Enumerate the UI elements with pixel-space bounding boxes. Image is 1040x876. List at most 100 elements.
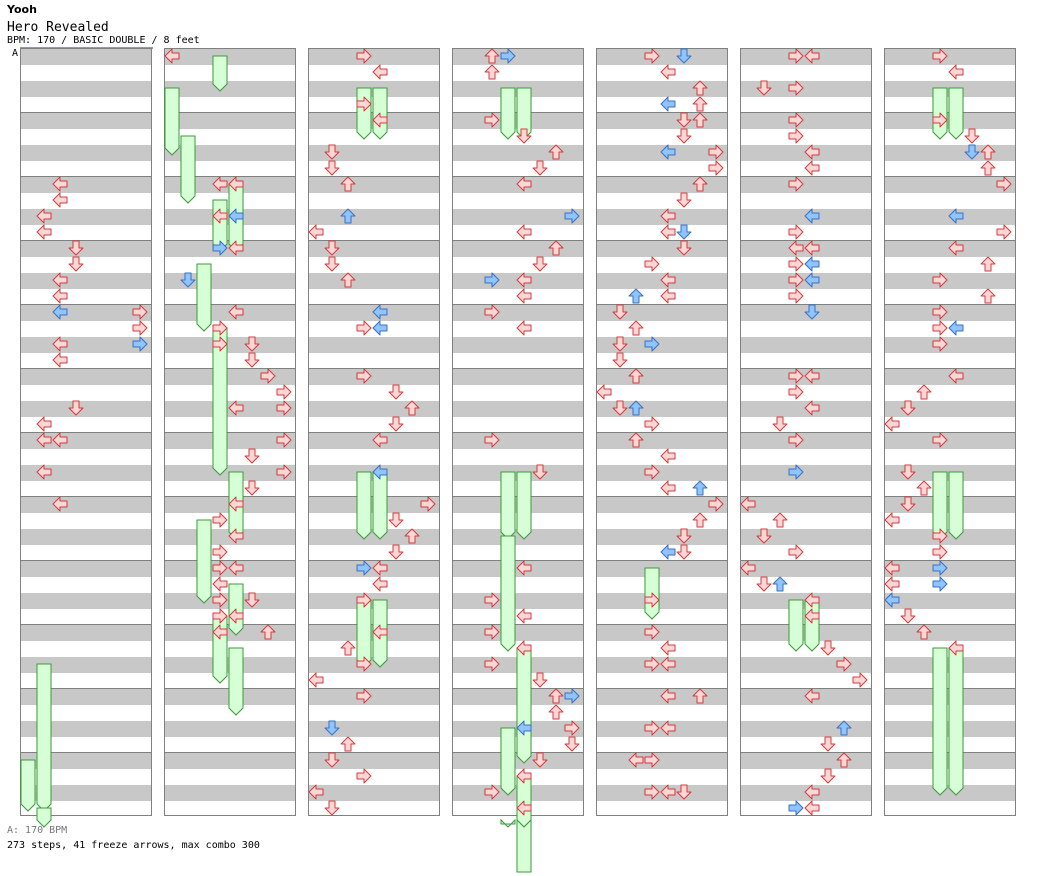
step-arrow [804,272,820,288]
step-arrow [484,656,500,672]
step-arrow [356,368,372,384]
step-arrow [708,160,724,176]
freeze-arrow [516,818,532,873]
step-arrow [676,112,692,128]
step-arrow [644,48,660,64]
step-arrow [916,480,932,496]
measure-line [165,560,295,561]
step-arrow [52,432,68,448]
step-arrow [660,656,676,672]
step-arrow [484,112,500,128]
section-label: A [12,48,19,59]
step-arrow [52,496,68,512]
step-arrow [788,80,804,96]
measure-line [741,176,871,177]
step-arrow [676,128,692,144]
measure-line [21,496,151,497]
step-arrow [212,592,228,608]
freeze-arrow [20,759,36,812]
step-arrow [340,176,356,192]
step-arrow [692,112,708,128]
step-arrow [660,640,676,656]
step-arrow [644,464,660,480]
measure-line [453,240,583,241]
measure-line [21,112,151,113]
measure-line [21,368,151,369]
measure-line [21,688,151,689]
step-arrow [324,160,340,176]
step-arrow [372,464,388,480]
step-arrow [756,528,772,544]
step-arrow [692,176,708,192]
step-arrow [676,48,692,64]
step-arrow [52,192,68,208]
step-arrow [660,688,676,704]
step-arrow [228,176,244,192]
step-arrow [324,720,340,736]
step-arrow [212,512,228,528]
step-arrow [532,672,548,688]
step-arrow [660,64,676,80]
step-arrow [804,800,820,816]
measure-line [885,560,1015,561]
step-arrow [996,224,1012,240]
chart-info: BPM: 170 / BASIC DOUBLE / 8 feet [7,35,200,46]
step-arrow [772,512,788,528]
step-arrow [644,256,660,272]
measure-line [21,176,151,177]
measure-line [21,432,151,433]
step-arrow [132,336,148,352]
measure-line [597,752,727,753]
freeze-arrow [356,471,372,540]
step-arrow [516,768,532,784]
measure-line [309,368,439,369]
step-arrow [644,592,660,608]
step-arrow [644,784,660,800]
step-arrow [660,272,676,288]
step-arrow [932,304,948,320]
step-arrow [340,640,356,656]
step-arrow [900,400,916,416]
step-arrow [228,208,244,224]
measure-line [309,176,439,177]
freeze-arrow [356,87,372,140]
step-arrow [884,560,900,576]
step-arrow [164,48,180,64]
step-arrow [356,768,372,784]
measure-line [165,112,295,113]
step-arrow [532,464,548,480]
step-arrow [356,48,372,64]
step-arrow [676,544,692,560]
step-arrow [660,720,676,736]
step-arrow [932,320,948,336]
measure-line [165,432,295,433]
step-arrow [644,656,660,672]
step-arrow [548,240,564,256]
step-arrow [788,224,804,240]
step-arrow [36,224,52,240]
step-arrow [356,96,372,112]
step-arrow [996,176,1012,192]
step-arrow [900,608,916,624]
step-arrow [228,560,244,576]
step-arrow [692,96,708,112]
step-arrow [324,800,340,816]
step-arrow [980,288,996,304]
measure-line [597,304,727,305]
step-arrow [948,208,964,224]
step-arrow [484,592,500,608]
measure-line [885,432,1015,433]
chart-column [596,48,728,816]
step-arrow [660,448,676,464]
measure-line [597,112,727,113]
measure-line [309,304,439,305]
step-arrow [484,624,500,640]
step-arrow [980,144,996,160]
step-arrow [788,176,804,192]
step-arrow [644,624,660,640]
step-arrow [516,560,532,576]
measure-line [741,304,871,305]
step-arrow [212,176,228,192]
step-arrow [324,144,340,160]
measure-line [885,176,1015,177]
